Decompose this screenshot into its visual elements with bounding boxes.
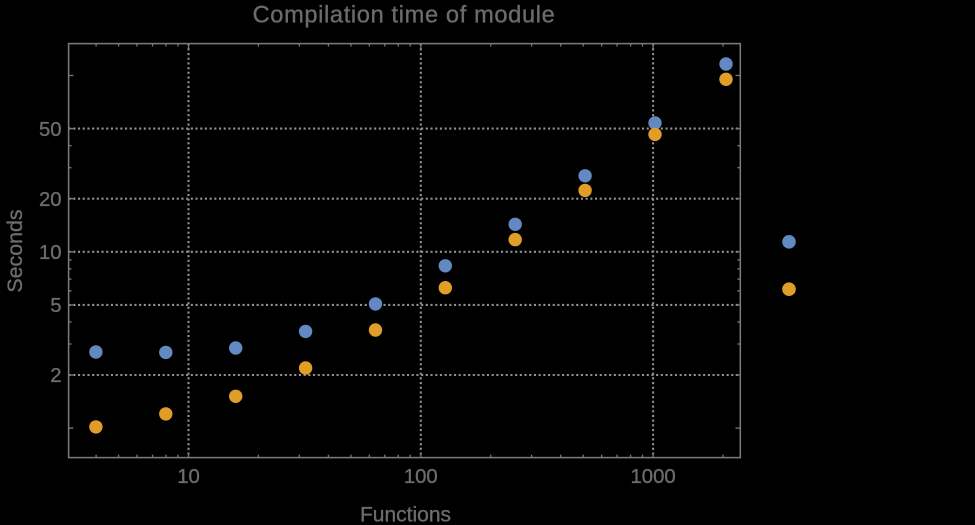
svg-text:100: 100: [404, 466, 438, 488]
svg-text:Compilation time of module: Compilation time of module: [253, 3, 556, 29]
svg-text:10: 10: [39, 242, 62, 264]
svg-text:20: 20: [39, 189, 62, 211]
svg-text:2: 2: [50, 365, 61, 387]
svg-text:5: 5: [50, 295, 61, 317]
svg-text:1000: 1000: [631, 466, 676, 488]
svg-text:Functions: Functions: [360, 504, 451, 525]
svg-text:10: 10: [177, 466, 200, 488]
svg-text:50: 50: [39, 119, 62, 141]
svg-text:Seconds: Seconds: [3, 209, 27, 292]
